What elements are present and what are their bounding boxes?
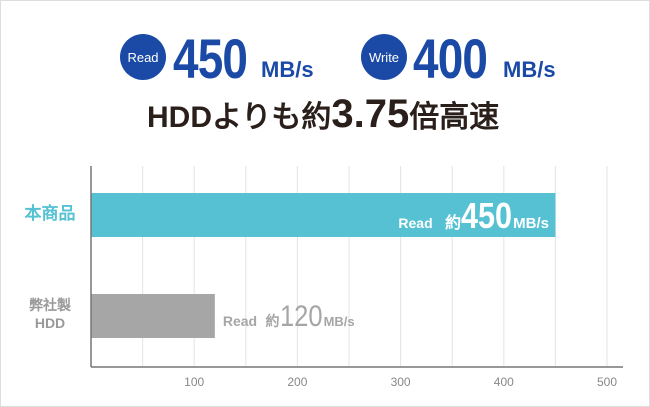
read-speed-value: 450 [173, 27, 248, 90]
x-tick-label: 300 [391, 375, 411, 389]
headline: HDDよりも約3.75倍高速 [147, 94, 499, 138]
data-label-unit: MB/s [513, 215, 550, 232]
category-label-line: 本商品 [24, 204, 76, 223]
read-badge: Read [120, 34, 166, 80]
write-badge: Write [361, 34, 407, 80]
data-label-value: 450 [461, 195, 513, 236]
category-label-hdd: 弊社製 HDD [20, 297, 80, 332]
category-label-line: 弊社製 [29, 297, 71, 313]
data-label-approx: 約 [445, 215, 462, 232]
read-speed-unit: MB/s [261, 57, 314, 82]
bar-1 [91, 294, 215, 338]
data-label-unit: MB/s [323, 314, 355, 329]
write-speed-unit: MB/s [503, 57, 556, 82]
data-label-value: 120 [279, 300, 323, 333]
data-label-hdd: Read 約120 MB/s [223, 302, 355, 332]
write-speed-value: 400 [413, 27, 488, 90]
x-tick-label: 500 [597, 375, 617, 389]
x-tick-label: 200 [287, 375, 307, 389]
x-tick-label: 400 [494, 375, 514, 389]
data-label-prefix: Read [222, 313, 258, 329]
data-label-product: Read 約450MB/s [398, 198, 549, 234]
x-tick-label: 100 [184, 375, 204, 389]
data-label-prefix: Read [398, 215, 433, 231]
headline-prefix: HDDよりも約 [147, 101, 332, 134]
headline-number: 3.75 [331, 92, 410, 136]
headline-suffix: 倍高速 [409, 101, 500, 134]
category-label-line: HDD [34, 314, 66, 331]
data-label-approx: 約 [265, 313, 280, 329]
bar-0 [91, 193, 556, 237]
category-label-product: 本商品 [20, 203, 80, 224]
